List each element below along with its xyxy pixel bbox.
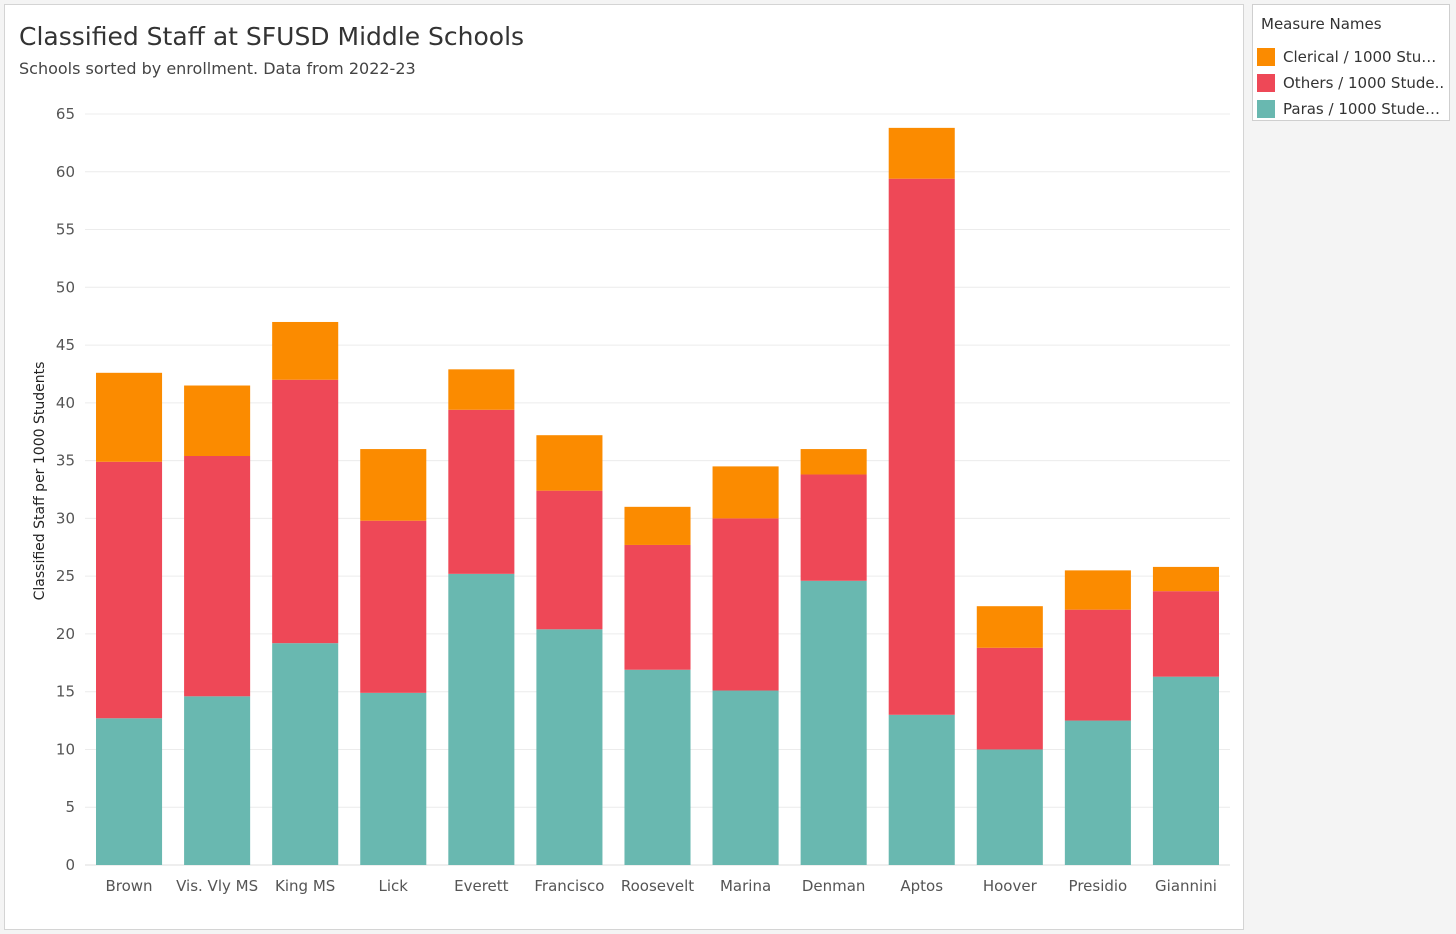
chart-title: Classified Staff at SFUSD Middle Schools bbox=[19, 22, 525, 51]
x-tick-label: Lick bbox=[379, 877, 409, 895]
bar-segment-clerical[interactable] bbox=[712, 466, 779, 519]
legend-item-others[interactable]: Others / 1000 Stude.. bbox=[1257, 73, 1447, 93]
stacked-bar-chart: 0 5 10 15 20 25 30 35 40 45 50 55 60 65 Brown Vis. Vly … bbox=[32, 105, 1230, 895]
legend-swatch-others bbox=[1257, 74, 1275, 92]
y-tick-label: 5 bbox=[65, 798, 75, 816]
bar-segment-others[interactable] bbox=[536, 490, 603, 630]
bar-segment-others[interactable] bbox=[96, 461, 163, 719]
bar-segment-others[interactable] bbox=[712, 518, 779, 691]
x-tick-label: Vis. Vly MS bbox=[176, 877, 258, 895]
y-tick-label: 60 bbox=[56, 163, 75, 181]
x-tick-label: Denman bbox=[802, 877, 866, 895]
x-tick-label: Hoover bbox=[983, 877, 1038, 895]
bar-segment-clerical[interactable] bbox=[976, 606, 1043, 648]
bar-segment-paras[interactable] bbox=[184, 696, 251, 865]
x-tick-label: Brown bbox=[105, 877, 152, 895]
legend-item-clerical[interactable]: Clerical / 1000 Stude.. bbox=[1257, 47, 1447, 67]
legend-label-others: Others / 1000 Stude.. bbox=[1283, 74, 1445, 92]
bar-segment-paras[interactable] bbox=[800, 580, 867, 865]
bar-segment-paras[interactable] bbox=[272, 643, 339, 865]
bar-segment-clerical[interactable] bbox=[800, 449, 867, 475]
x-tick-label: Presidio bbox=[1069, 877, 1128, 895]
bar-segment-clerical[interactable] bbox=[272, 321, 339, 380]
x-tick-label: King MS bbox=[275, 877, 335, 895]
x-tick-label: Everett bbox=[454, 877, 509, 895]
bar-segment-others[interactable] bbox=[360, 520, 427, 693]
legend-item-paras[interactable]: Paras / 1000 Students bbox=[1257, 99, 1447, 119]
bar-segment-clerical[interactable] bbox=[536, 435, 603, 491]
bar-segment-others[interactable] bbox=[1152, 591, 1219, 677]
y-tick-label: 65 bbox=[56, 105, 75, 123]
bar-segment-others[interactable] bbox=[624, 544, 691, 670]
bar-segment-paras[interactable] bbox=[712, 690, 779, 865]
bar-segment-paras[interactable] bbox=[536, 629, 603, 865]
legend-swatch-paras bbox=[1257, 100, 1275, 118]
bar-segment-paras[interactable] bbox=[96, 718, 163, 865]
legend-label-paras: Paras / 1000 Students bbox=[1283, 100, 1445, 118]
bar-segment-others[interactable] bbox=[800, 474, 867, 581]
bar-segment-clerical[interactable] bbox=[1152, 566, 1219, 592]
x-tick-label: Aptos bbox=[900, 877, 943, 895]
y-tick-label: 45 bbox=[56, 336, 75, 354]
bar-segment-others[interactable] bbox=[976, 647, 1043, 750]
bar-segment-others[interactable] bbox=[272, 379, 339, 644]
legend-swatch-clerical bbox=[1257, 48, 1275, 66]
bar-segment-others[interactable] bbox=[184, 455, 251, 697]
bar-segment-paras[interactable] bbox=[976, 749, 1043, 865]
bar-segment-clerical[interactable] bbox=[184, 385, 251, 456]
y-tick-label: 30 bbox=[56, 509, 75, 527]
y-tick-label: 20 bbox=[56, 625, 75, 643]
bar-segment-paras[interactable] bbox=[888, 714, 955, 865]
bar-segment-clerical[interactable] bbox=[624, 506, 691, 545]
bar-segment-paras[interactable] bbox=[448, 573, 515, 865]
legend-label-clerical: Clerical / 1000 Stude.. bbox=[1283, 48, 1445, 66]
bar-segment-clerical[interactable] bbox=[96, 372, 163, 462]
y-tick-label: 55 bbox=[56, 221, 75, 239]
y-tick-label: 15 bbox=[56, 683, 75, 701]
y-tick-label: 40 bbox=[56, 394, 75, 412]
y-axis-title: Classified Staff per 1000 Students bbox=[32, 362, 48, 601]
legend-panel: Measure Names Clerical / 1000 Stude.. Ot… bbox=[1252, 4, 1450, 121]
y-tick-label: 35 bbox=[56, 452, 75, 470]
x-tick-label: Giannini bbox=[1155, 877, 1217, 895]
bar-segment-clerical[interactable] bbox=[888, 127, 955, 179]
bar-segment-paras[interactable] bbox=[360, 692, 427, 865]
legend-title: Measure Names bbox=[1261, 15, 1382, 33]
chart-panel: Classified Staff at SFUSD Middle Schools… bbox=[4, 4, 1244, 930]
bar-segment-clerical[interactable] bbox=[1064, 570, 1131, 610]
y-tick-label: 25 bbox=[56, 567, 75, 585]
bar-segment-clerical[interactable] bbox=[448, 369, 515, 410]
x-tick-label: Roosevelt bbox=[621, 877, 694, 895]
axis-ticks: 0 5 10 15 20 25 30 35 40 45 50 55 60 65 Brown Vis. Vly … bbox=[56, 105, 1217, 895]
bar-segment-paras[interactable] bbox=[1064, 720, 1131, 865]
x-tick-label: Marina bbox=[720, 877, 771, 895]
bar-segment-paras[interactable] bbox=[624, 669, 691, 865]
y-tick-label: 10 bbox=[56, 740, 75, 758]
bar-segment-others[interactable] bbox=[888, 178, 955, 715]
bar-segment-paras[interactable] bbox=[1152, 676, 1219, 865]
chart-subtitle: Schools sorted by enrollment. Data from … bbox=[19, 59, 416, 78]
y-tick-label: 50 bbox=[56, 278, 75, 296]
x-tick-label: Francisco bbox=[534, 877, 604, 895]
bar-segment-others[interactable] bbox=[448, 409, 515, 574]
bars bbox=[96, 127, 1219, 865]
y-tick-label: 0 bbox=[65, 856, 75, 874]
bar-segment-others[interactable] bbox=[1064, 609, 1131, 721]
bar-segment-clerical[interactable] bbox=[360, 449, 427, 521]
